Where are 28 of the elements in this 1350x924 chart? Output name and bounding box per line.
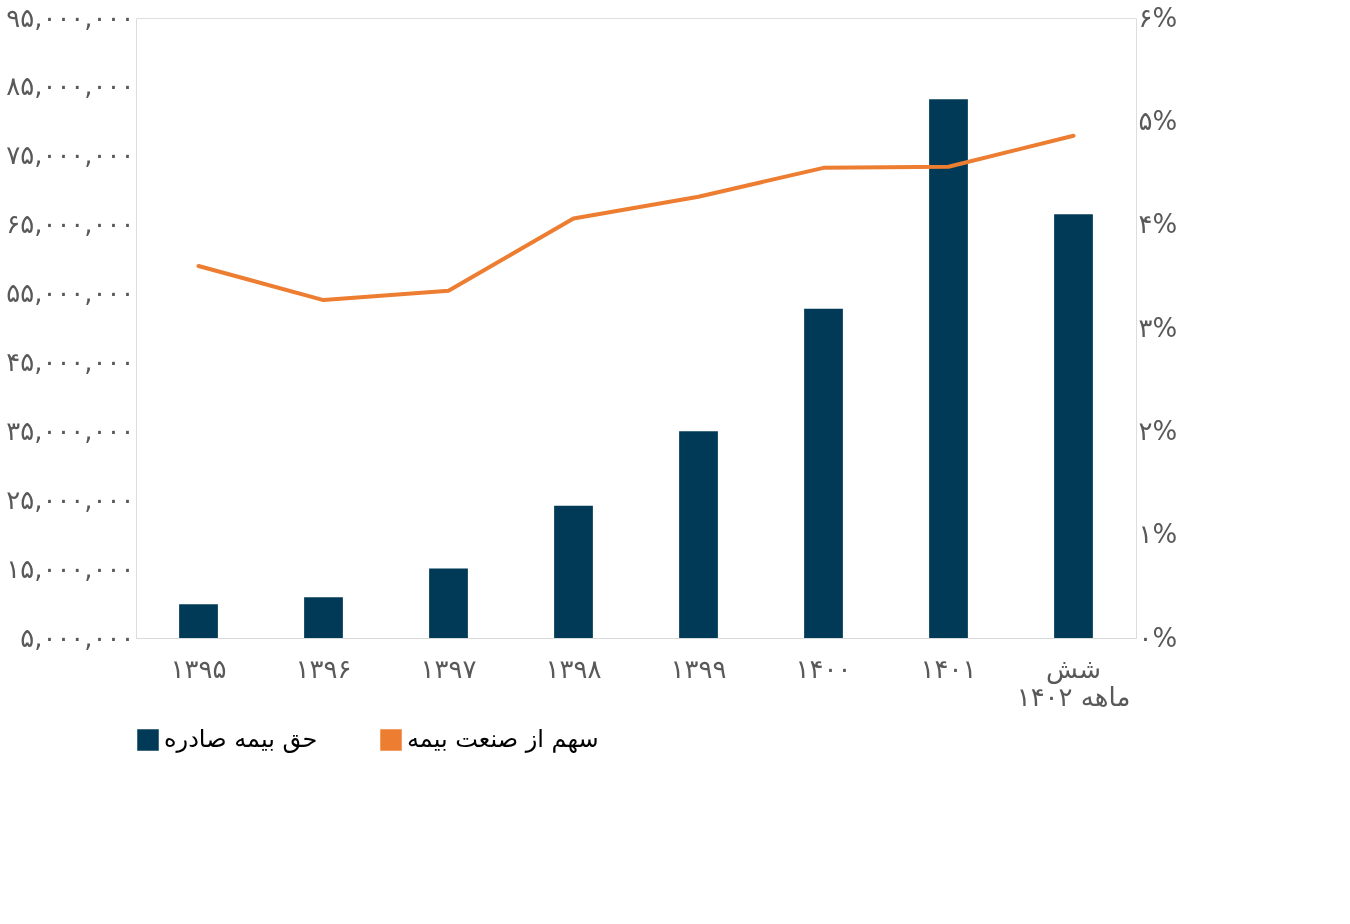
- y-tick-label: ۹۵,۰۰۰,۰۰۰: [6, 2, 135, 33]
- y-tick-label: ۴۵,۰۰۰,۰۰۰: [6, 346, 135, 377]
- y2-tick-label: ۲%: [1138, 415, 1178, 446]
- y-tick-label: ۲۵,۰۰۰,۰۰۰: [6, 484, 135, 515]
- y-tick-label: ۱۵,۰۰۰,۰۰۰: [6, 553, 135, 584]
- y2-tick-label: ۵%: [1138, 105, 1178, 136]
- x-tick-label: ۱۴۰۰: [795, 653, 852, 684]
- y-tick-label: ۸۵,۰۰۰,۰۰۰: [6, 71, 135, 102]
- y-tick-label: ۶۵,۰۰۰,۰۰۰: [6, 209, 135, 240]
- x-tick-label: ۱۳۹۹: [670, 653, 727, 684]
- y-tick-label: ۷۵,۰۰۰,۰۰۰: [6, 140, 135, 171]
- x-tick-label: ۱۳۹۷: [420, 653, 477, 684]
- legend-label: سهم از صنعت بیمه: [407, 725, 599, 753]
- legend-label: حق بیمه صادره: [164, 725, 318, 753]
- x-tick-label: شش ماهه ۱۴۰۲: [1016, 653, 1131, 712]
- line-series: [196, 133, 1076, 303]
- y2-tick-label: ۳%: [1138, 312, 1178, 343]
- x-tick-label: ۱۳۹۵: [170, 653, 227, 684]
- x-tick-label: ۱۴۰۱: [920, 653, 977, 684]
- y-tick-label: ۳۵,۰۰۰,۰۰۰: [6, 415, 135, 446]
- y2-tick-label: ۰%: [1138, 622, 1178, 653]
- y2-tick-label: ۶%: [1138, 2, 1178, 33]
- y2-tick-label: ۱%: [1138, 519, 1178, 550]
- y-tick-label: ۵۵,۰۰۰,۰۰۰: [6, 278, 135, 309]
- y-tick-label: ۵,۰۰۰,۰۰۰: [20, 622, 135, 653]
- x-tick-label: ۱۳۹۶: [295, 653, 352, 684]
- x-tick-label: ۱۳۹۸: [545, 653, 602, 684]
- y2-tick-label: ۴%: [1138, 209, 1178, 240]
